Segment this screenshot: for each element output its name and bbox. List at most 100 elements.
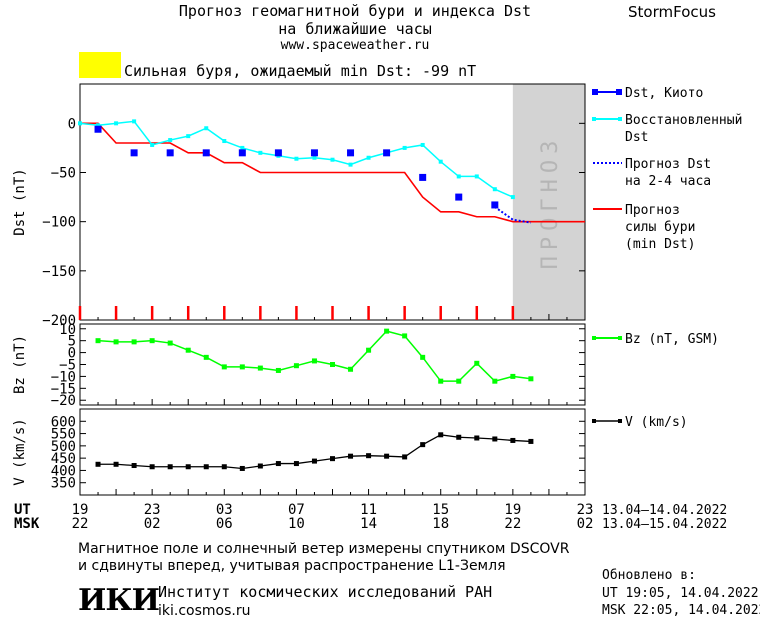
dst-ytick-label: −100 (42, 215, 76, 231)
source-url[interactable]: www.spaceweather.ru (280, 38, 430, 53)
bz-line-point (131, 339, 137, 345)
updated-msk: MSK 22:05, 14.04.2022 (602, 603, 760, 618)
restored-dst-line-point (294, 156, 299, 161)
velocity-line-point (113, 461, 119, 467)
kyoto-dst-point (347, 149, 355, 157)
dst-panel: ПРОГНОЗ 0 −50 −100 −150 −200 Dst (nT) (12, 83, 586, 329)
kyoto-dst-point (94, 125, 102, 133)
restored-dst-line-point (258, 150, 263, 155)
dst-ytick-label: 0 (68, 116, 76, 132)
legend-v-marker (592, 419, 596, 423)
kyoto-dst-point (455, 193, 463, 201)
ut-tick-label: 03 (216, 502, 233, 518)
restored-dst-line-point (438, 159, 443, 164)
velocity-line-point (420, 442, 426, 448)
bz-line-point (167, 340, 173, 346)
restored-dst-line-point (114, 121, 119, 126)
updated-label: Обновлено в: (602, 568, 696, 583)
time-axis: UTMSK1922230203060710111415181922230213.… (14, 502, 727, 530)
restored-dst-line-point (78, 121, 82, 126)
ut-tick-label: 15 (432, 502, 449, 518)
legend-kyoto-label: Dst, Киото (625, 86, 703, 101)
bz-line-point (149, 338, 155, 344)
bz-line-point (311, 358, 317, 364)
v-ytick-label: 600 (51, 414, 76, 430)
bz-line-point (221, 364, 227, 370)
legend-v-label: V (km/s) (625, 415, 688, 430)
footer-note-line2: и сдвинуты вперед, учитывая распростране… (78, 558, 506, 574)
restored-dst-line-point (168, 138, 173, 143)
restored-dst-line-point (204, 126, 209, 131)
ut-tick-label: 23 (144, 502, 161, 518)
chart-title: Прогноз геомагнитной бури и индекса Dst (178, 2, 532, 20)
ut-tick-label: 19 (72, 502, 89, 518)
bz-line-point (185, 347, 191, 353)
bz-ytick-label: 5 (68, 334, 76, 350)
msk-axis-label: MSK (14, 516, 40, 530)
storm-forecast-line (80, 122, 585, 223)
velocity-line-point (95, 461, 101, 467)
v-ytick-label: 400 (51, 463, 76, 479)
bz-line-point (366, 347, 372, 353)
bz-ytick-label: −10 (51, 369, 76, 385)
bz-line-point (257, 365, 263, 371)
msk-date-range: 13.04–15.04.2022 (602, 517, 727, 530)
v-ytick-label: 500 (51, 439, 76, 455)
restored-dst-line-point (150, 142, 155, 147)
dst-ytick-label: −200 (42, 313, 76, 329)
legend-v-marker (618, 419, 622, 423)
org-url[interactable]: iki.cosmos.ru (158, 603, 251, 619)
kyoto-dst-point (238, 149, 246, 157)
legend-bz-label: Bz (nT, GSM) (625, 332, 719, 347)
bz-line-point (275, 367, 281, 373)
forecast-band (512, 84, 585, 320)
velocity-line-point (384, 453, 390, 459)
legend-dst-forecast-label: Прогноз Dst (625, 157, 711, 172)
restored-dst-line-point (222, 139, 227, 144)
velocity-line-point (221, 464, 227, 470)
chart-subtitle: на ближайшие часы (278, 20, 432, 38)
ut-axis-label: UT (14, 502, 31, 518)
legend-restored-label: Восстановленный (625, 113, 742, 128)
updated-ut: UT 19:05, 14.04.2022 (602, 586, 759, 601)
v-frame (79, 408, 586, 496)
bz-line (97, 330, 531, 383)
kyoto-dst-point (130, 149, 138, 157)
restored-dst-line-point (510, 195, 515, 200)
velocity-line-point (203, 464, 209, 470)
restored-dst-line-point (348, 162, 353, 167)
legend-storm-label: (min Dst) (625, 237, 695, 252)
storm-level-text: Сильная буря, ожидаемый min Dst: -99 nT (124, 62, 477, 80)
msk-tick-label: 06 (216, 516, 233, 530)
bz-ytick-label: 10 (59, 322, 76, 338)
velocity-line-point (438, 432, 444, 438)
bz-line-point (113, 339, 119, 345)
bz-line-point (203, 354, 209, 360)
velocity-line-point (257, 463, 263, 469)
msk-tick-label: 18 (432, 516, 449, 530)
velocity-line-point (474, 435, 480, 441)
ut-tick-label: 23 (577, 502, 594, 518)
velocity-line-point (528, 438, 534, 444)
bz-ytick-label: 0 (68, 346, 76, 362)
dst-frame (79, 83, 586, 321)
velocity-line-point (330, 456, 335, 462)
legend-kyoto-marker (592, 89, 598, 95)
velocity-line-point (293, 461, 299, 467)
bz-line-point (510, 373, 516, 379)
restored-dst-line-point (366, 155, 371, 160)
legend-restored-label: Dst (625, 130, 648, 145)
storm-level-swatch (79, 52, 121, 78)
ut-date-range: 13.04–14.04.2022 (602, 503, 727, 518)
restored-dst-line-point (456, 174, 461, 179)
legend-restored-marker (592, 117, 596, 121)
v-ytick-label: 350 (51, 476, 76, 492)
velocity-line-point (348, 453, 354, 459)
restored-dst-line-point (96, 123, 101, 128)
bz-line-point (293, 363, 299, 369)
bz-line-point (348, 366, 354, 372)
brand-label: StormFocus (628, 3, 716, 21)
velocity-line-point (492, 436, 498, 442)
ut-tick-label: 07 (288, 502, 305, 518)
